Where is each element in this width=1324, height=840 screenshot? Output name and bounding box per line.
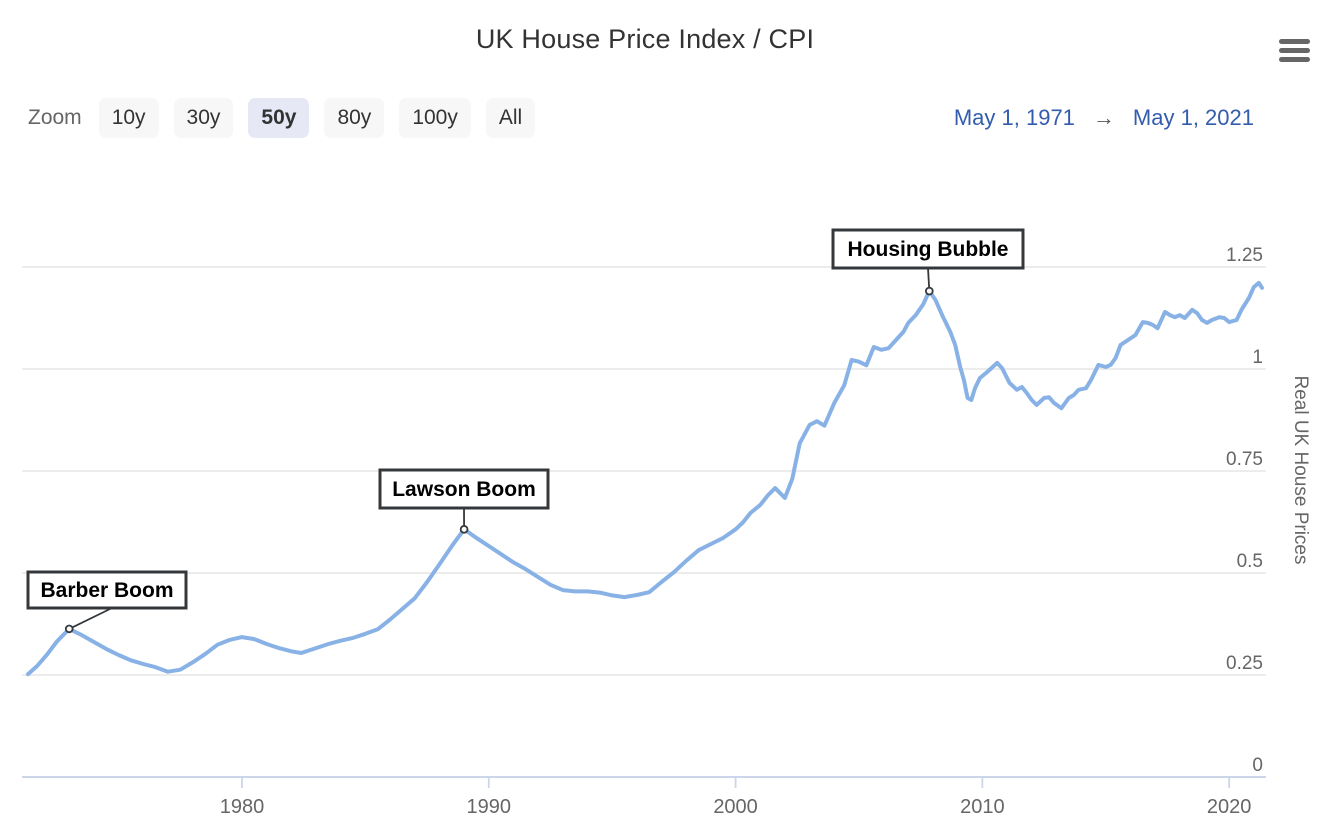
y-axis-tick-label: 1.25 xyxy=(1226,245,1263,266)
y-axis-tick-label: 0.5 xyxy=(1237,551,1263,572)
annotation-marker xyxy=(459,525,469,534)
x-axis-tick-label: 2020 xyxy=(1207,796,1252,818)
y-axis-tick-label: 0 xyxy=(1252,755,1263,776)
annotation-marker xyxy=(925,286,934,296)
date-range: May 1, 1971 → May 1, 2021 xyxy=(954,96,1254,140)
x-axis-tick-label: 1990 xyxy=(467,796,512,818)
zoom-label: Zoom xyxy=(28,106,82,129)
zoom-button-30y[interactable]: 30y xyxy=(173,98,234,138)
annotation-box xyxy=(26,570,188,610)
zoom-button-80y[interactable]: 80y xyxy=(324,98,385,138)
zoom-button-50y[interactable]: 50y xyxy=(248,98,310,138)
menu-bar xyxy=(1279,39,1310,44)
x-axis-tick-label: 2000 xyxy=(713,796,758,818)
zoom-button-100y[interactable]: 100y xyxy=(399,98,471,138)
annotation-label: Barber Boom xyxy=(40,579,173,602)
y-axis-tick-label: 1 xyxy=(1252,347,1263,368)
range-selector: Zoom 10y 30y 50y 80y 100y All xyxy=(28,96,536,140)
menu-bar xyxy=(1279,57,1310,62)
zoom-button-10y[interactable]: 10y xyxy=(98,98,159,138)
y-axis-title: Real UK House Prices xyxy=(1290,375,1311,564)
hamburger-menu-icon[interactable] xyxy=(1279,39,1310,62)
annotation-label: Lawson Boom xyxy=(392,478,536,501)
annotation-marker xyxy=(64,624,74,634)
y-axis-tick-label: 0.25 xyxy=(1226,653,1263,674)
x-axis-tick-label: 1980 xyxy=(220,796,265,818)
menu-bar xyxy=(1279,48,1310,53)
annotation-connector xyxy=(68,607,113,630)
annotation-box xyxy=(378,468,550,510)
date-from-input[interactable]: May 1, 1971 xyxy=(953,105,1075,130)
annotation-label: Housing Bubble xyxy=(848,238,1009,261)
series-line-real-uk-house-prices xyxy=(26,280,1264,677)
page-title: UK House Price Index / CPI xyxy=(475,24,815,54)
zoom-button-all[interactable]: All xyxy=(485,98,536,138)
annotation-box xyxy=(831,228,1025,270)
arrow-right-icon: → xyxy=(1092,105,1115,130)
y-axis-tick-label: 0.75 xyxy=(1226,449,1263,470)
x-axis-tick-label: 2010 xyxy=(960,796,1005,818)
date-to-input[interactable]: May 1, 2021 xyxy=(1132,105,1254,130)
